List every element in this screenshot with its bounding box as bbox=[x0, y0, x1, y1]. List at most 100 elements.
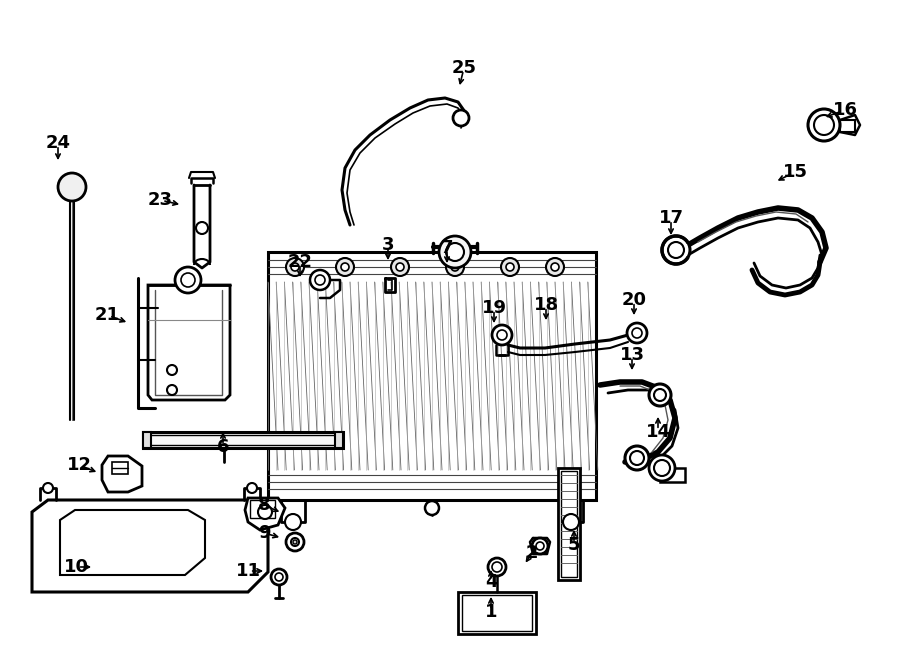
Text: 9: 9 bbox=[257, 524, 270, 542]
Circle shape bbox=[506, 263, 514, 271]
Circle shape bbox=[286, 258, 304, 276]
Circle shape bbox=[492, 562, 502, 572]
Text: 12: 12 bbox=[67, 456, 92, 474]
Circle shape bbox=[336, 258, 354, 276]
Circle shape bbox=[451, 263, 459, 271]
Circle shape bbox=[310, 270, 330, 290]
Text: 24: 24 bbox=[46, 134, 70, 152]
Circle shape bbox=[536, 542, 544, 550]
Circle shape bbox=[497, 330, 507, 340]
Bar bbox=[458, 592, 536, 634]
Circle shape bbox=[175, 267, 201, 293]
Bar bbox=[561, 471, 577, 577]
Circle shape bbox=[654, 460, 670, 476]
Text: 15: 15 bbox=[782, 163, 807, 181]
Circle shape bbox=[286, 533, 304, 551]
Text: 16: 16 bbox=[832, 101, 858, 119]
Circle shape bbox=[285, 514, 301, 530]
Circle shape bbox=[563, 514, 579, 530]
Bar bbox=[146, 435, 340, 445]
Circle shape bbox=[488, 558, 506, 576]
Circle shape bbox=[627, 323, 647, 343]
Bar bbox=[143, 432, 151, 448]
Text: 4: 4 bbox=[485, 573, 497, 591]
Circle shape bbox=[625, 446, 649, 470]
Text: 10: 10 bbox=[64, 558, 88, 576]
Text: 22: 22 bbox=[287, 253, 312, 271]
Text: 25: 25 bbox=[452, 59, 476, 77]
Text: 18: 18 bbox=[534, 296, 559, 314]
Circle shape bbox=[654, 389, 666, 401]
Bar bbox=[462, 595, 532, 631]
Bar bbox=[558, 468, 580, 580]
Circle shape bbox=[275, 573, 283, 581]
Circle shape bbox=[258, 505, 272, 519]
Text: 7: 7 bbox=[441, 239, 454, 257]
Circle shape bbox=[396, 263, 404, 271]
Circle shape bbox=[315, 275, 325, 285]
Circle shape bbox=[291, 263, 299, 271]
Bar bbox=[660, 468, 685, 482]
Text: 11: 11 bbox=[236, 562, 260, 580]
Circle shape bbox=[271, 569, 287, 585]
Text: 17: 17 bbox=[659, 209, 683, 227]
Circle shape bbox=[167, 365, 177, 375]
Text: 5: 5 bbox=[568, 536, 580, 554]
Circle shape bbox=[293, 540, 297, 544]
Circle shape bbox=[551, 263, 559, 271]
Circle shape bbox=[58, 173, 86, 201]
Text: 13: 13 bbox=[619, 346, 644, 364]
Circle shape bbox=[453, 110, 469, 126]
Text: 3: 3 bbox=[382, 236, 394, 254]
Text: 8: 8 bbox=[257, 496, 270, 514]
Circle shape bbox=[492, 325, 512, 345]
Bar bbox=[70, 182, 74, 186]
Circle shape bbox=[814, 115, 834, 135]
Circle shape bbox=[632, 328, 642, 338]
Text: 19: 19 bbox=[482, 299, 507, 317]
Bar bbox=[112, 462, 128, 474]
Text: 14: 14 bbox=[645, 423, 670, 441]
Text: 1: 1 bbox=[485, 603, 497, 621]
Bar bbox=[335, 432, 343, 448]
Circle shape bbox=[247, 483, 257, 493]
Circle shape bbox=[501, 258, 519, 276]
Circle shape bbox=[43, 483, 53, 493]
Bar bbox=[70, 188, 74, 192]
Circle shape bbox=[446, 258, 464, 276]
Bar bbox=[250, 500, 275, 518]
Circle shape bbox=[649, 384, 671, 406]
Circle shape bbox=[649, 455, 675, 481]
Polygon shape bbox=[148, 285, 230, 400]
Circle shape bbox=[446, 243, 464, 261]
Bar bbox=[143, 432, 343, 448]
Circle shape bbox=[181, 273, 195, 287]
Text: 6: 6 bbox=[217, 438, 230, 456]
Circle shape bbox=[668, 242, 684, 258]
Circle shape bbox=[630, 451, 644, 465]
Bar bbox=[840, 120, 855, 132]
Bar bbox=[75, 182, 79, 186]
Circle shape bbox=[439, 236, 471, 268]
Bar bbox=[268, 252, 596, 500]
Bar bbox=[75, 188, 79, 192]
Polygon shape bbox=[102, 456, 142, 492]
Polygon shape bbox=[245, 498, 285, 530]
Bar bbox=[65, 188, 69, 192]
Text: 23: 23 bbox=[148, 191, 173, 209]
Circle shape bbox=[546, 258, 564, 276]
Circle shape bbox=[808, 109, 840, 141]
Circle shape bbox=[425, 501, 439, 515]
Text: 20: 20 bbox=[622, 291, 646, 309]
Text: 2: 2 bbox=[526, 544, 538, 562]
Text: 21: 21 bbox=[94, 306, 120, 324]
Circle shape bbox=[167, 385, 177, 395]
Circle shape bbox=[662, 236, 690, 264]
Circle shape bbox=[341, 263, 349, 271]
Circle shape bbox=[391, 258, 409, 276]
Bar bbox=[65, 182, 69, 186]
Polygon shape bbox=[32, 500, 268, 592]
Circle shape bbox=[291, 538, 299, 546]
Circle shape bbox=[532, 538, 548, 554]
Circle shape bbox=[196, 222, 208, 234]
